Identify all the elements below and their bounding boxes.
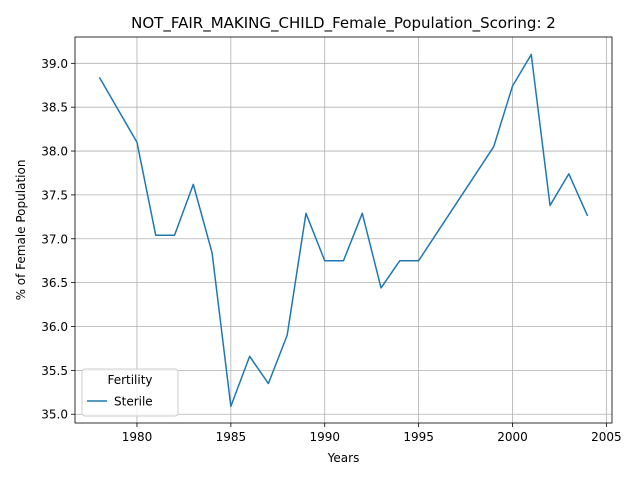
axes-frame: [74, 36, 613, 424]
y-tick-label: 38.5: [41, 101, 68, 115]
legend-label-sterile: Sterile: [114, 395, 153, 409]
y-tick-label: 35.5: [41, 364, 68, 378]
y-tick-label: 39.0: [41, 57, 68, 71]
y-tick-label: 37.0: [41, 232, 68, 246]
x-tick-label: 1990: [309, 430, 340, 444]
y-axis-label: % of Female Population: [14, 160, 28, 301]
y-tick-label: 38.0: [41, 145, 68, 159]
y-tick-label: 36.0: [41, 320, 68, 334]
legend-box: [81, 368, 179, 417]
series-group: [98, 53, 589, 408]
x-tick-label: 1980: [122, 430, 153, 444]
chart-title: NOT_FAIR_MAKING_CHILD_Female_Population_…: [131, 14, 556, 33]
y-tick-label: 35.0: [41, 408, 68, 422]
x-tick-label: 1995: [403, 430, 434, 444]
axis-ticks: 1980 1985 1990 1995 2000 2005 35.0 35.5 36.0 36.5…: [41, 57, 621, 444]
x-tick-label: 2000: [497, 430, 528, 444]
legend-title: Fertility: [107, 373, 152, 387]
x-axis-label: Years: [327, 451, 360, 465]
y-tick-label: 36.5: [41, 276, 68, 290]
y-tick-label: 37.5: [41, 188, 68, 202]
x-tick-label: 2005: [591, 430, 622, 444]
legend: Fertility Sterile: [81, 368, 179, 417]
x-tick-label: 1985: [216, 430, 247, 444]
